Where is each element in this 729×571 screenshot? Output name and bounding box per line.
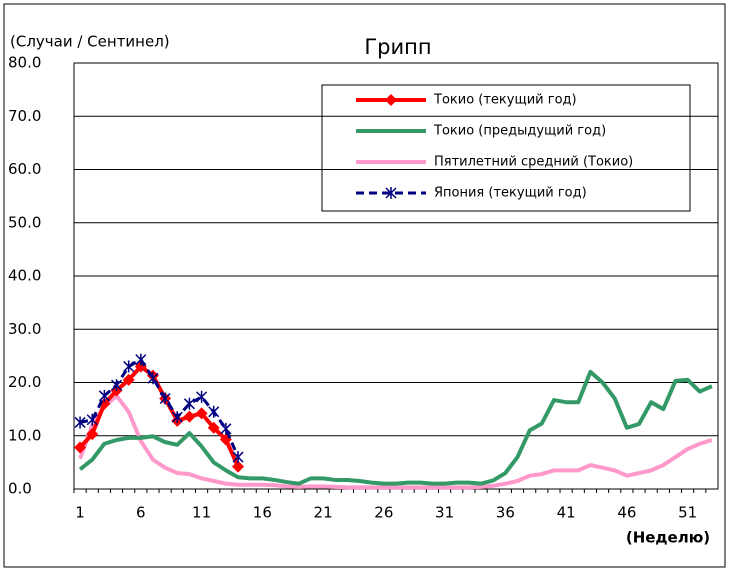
y-tick-label: 40.0 [8,267,41,285]
point [123,360,135,373]
x-tick-label: 26 [374,504,393,522]
point [171,411,183,424]
x-tick-label: 16 [253,504,272,522]
point [232,460,245,473]
point [183,410,196,423]
x-tick-label: 36 [496,504,515,522]
point [220,422,232,435]
x-tick-label: 31 [435,504,454,522]
y-tick-label: 60.0 [8,160,41,178]
legend-label: Токио (текущий год) [433,93,577,108]
legend-label: Пятилетний средний (Токио) [434,155,633,170]
chart-title: Грипп [364,35,431,59]
point [147,372,159,385]
series-line [78,369,713,486]
x-tick-label: 51 [678,504,697,522]
x-tick-label: 41 [557,504,576,522]
point [98,389,110,402]
point [122,373,135,386]
legend-label: Токио (предыдущий год) [433,124,606,139]
point [208,405,220,418]
legend-box [321,84,691,212]
x-tick-label: 21 [314,504,333,522]
y-tick-label: 80.0 [8,54,41,72]
point [207,421,220,434]
point [159,392,171,405]
y-tick-label: 50.0 [8,213,41,231]
point [135,353,147,366]
x-tick-label: 6 [136,504,146,522]
point [183,397,195,410]
y-tick-label: 20.0 [8,373,41,391]
x-tick-label: 46 [617,504,636,522]
legend-marker [385,187,397,199]
point [232,451,244,464]
x-tick-label: 11 [192,504,211,522]
x-axis-label: (Неделю) [626,529,710,547]
x-tick-label: 1 [75,504,85,522]
y-tick-label: 30.0 [8,320,41,338]
y-axis-label: (Случаи / Сентинел) [10,33,170,51]
y-tick-label: 10.0 [8,426,41,444]
legend-label: Япония (текущий год) [434,186,587,201]
point [195,407,208,420]
legend-marker [385,94,397,106]
point [74,441,87,454]
point [86,428,99,441]
point [110,379,123,392]
y-tick-label: 70.0 [8,107,41,125]
point [196,390,208,403]
y-tick-label: 0.0 [8,480,32,498]
point [86,413,98,426]
series-line [78,393,713,490]
point [74,416,86,429]
